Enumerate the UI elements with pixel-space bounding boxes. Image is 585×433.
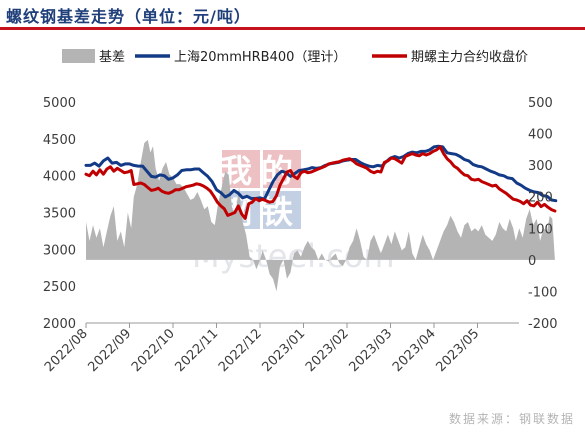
- x-tick-label: 2023/02: [303, 326, 352, 375]
- y-right-tick-label: -100: [528, 285, 558, 300]
- y-right-tick-label: 0: [528, 254, 536, 269]
- legend-label-spot: 上海20mmHRB400（理计）: [174, 50, 346, 65]
- x-tick-label: 2023/05: [434, 326, 483, 375]
- x-tick-label: 2022/12: [216, 326, 265, 375]
- watermark-block-4: [263, 191, 301, 229]
- legend: 基差 上海20mmHRB400（理计） 期螺主力合约收盘价: [62, 49, 528, 65]
- y-left-tick-label: 4500: [43, 133, 76, 148]
- y-left-tick-label: 5000: [43, 96, 76, 111]
- basis-area: [86, 139, 555, 292]
- x-tick-label: 2022/08: [42, 326, 91, 375]
- x-tick-label: 2022/11: [173, 326, 222, 375]
- legend-label-basis: 基差: [99, 50, 125, 65]
- x-tick-label: 2023/01: [260, 326, 309, 375]
- price-line-layer: [84, 144, 558, 220]
- y-left-tick-label: 2000: [43, 317, 76, 332]
- legend-label-futures: 期螺主力合约收盘价: [411, 49, 528, 65]
- y-left-tick-label: 4000: [43, 170, 76, 185]
- y-right-tick-label: 400: [528, 128, 553, 143]
- page-title: 螺纹钢基差走势（单位：元/吨）: [6, 7, 251, 26]
- x-axis-ticks: 2022/082022/092022/102022/112022/122023/…: [42, 323, 482, 375]
- x-tick-label: 2023/04: [390, 326, 439, 375]
- y-axis-right-ticks: 500 400 300 200 100 0 -100 -200: [528, 96, 558, 332]
- y-right-tick-label: -200: [528, 317, 558, 332]
- y-right-tick-label: 300: [528, 159, 553, 174]
- source-note: 数据来源：钢联数据: [448, 412, 575, 426]
- y-right-tick-label: 200: [528, 191, 553, 206]
- x-tick-label: 2022/10: [129, 326, 178, 375]
- x-tick-label: 2022/09: [86, 326, 135, 375]
- y-left-tick-label: 3000: [43, 243, 76, 258]
- legend-swatch-basis: [62, 49, 95, 63]
- title-rule: [0, 27, 585, 30]
- futures-price-line: [84, 145, 557, 220]
- y-right-tick-label: 500: [528, 96, 553, 111]
- y-right-tick-label: 100: [528, 222, 553, 237]
- basis-area-layer: [86, 139, 555, 292]
- y-left-tick-label: 2500: [43, 280, 76, 295]
- x-tick-label: 2023/03: [347, 326, 396, 375]
- y-left-tick-label: 3500: [43, 207, 76, 222]
- y-axis-left-ticks: 5000 4500 4000 3500 3000 2500 2000: [43, 96, 76, 332]
